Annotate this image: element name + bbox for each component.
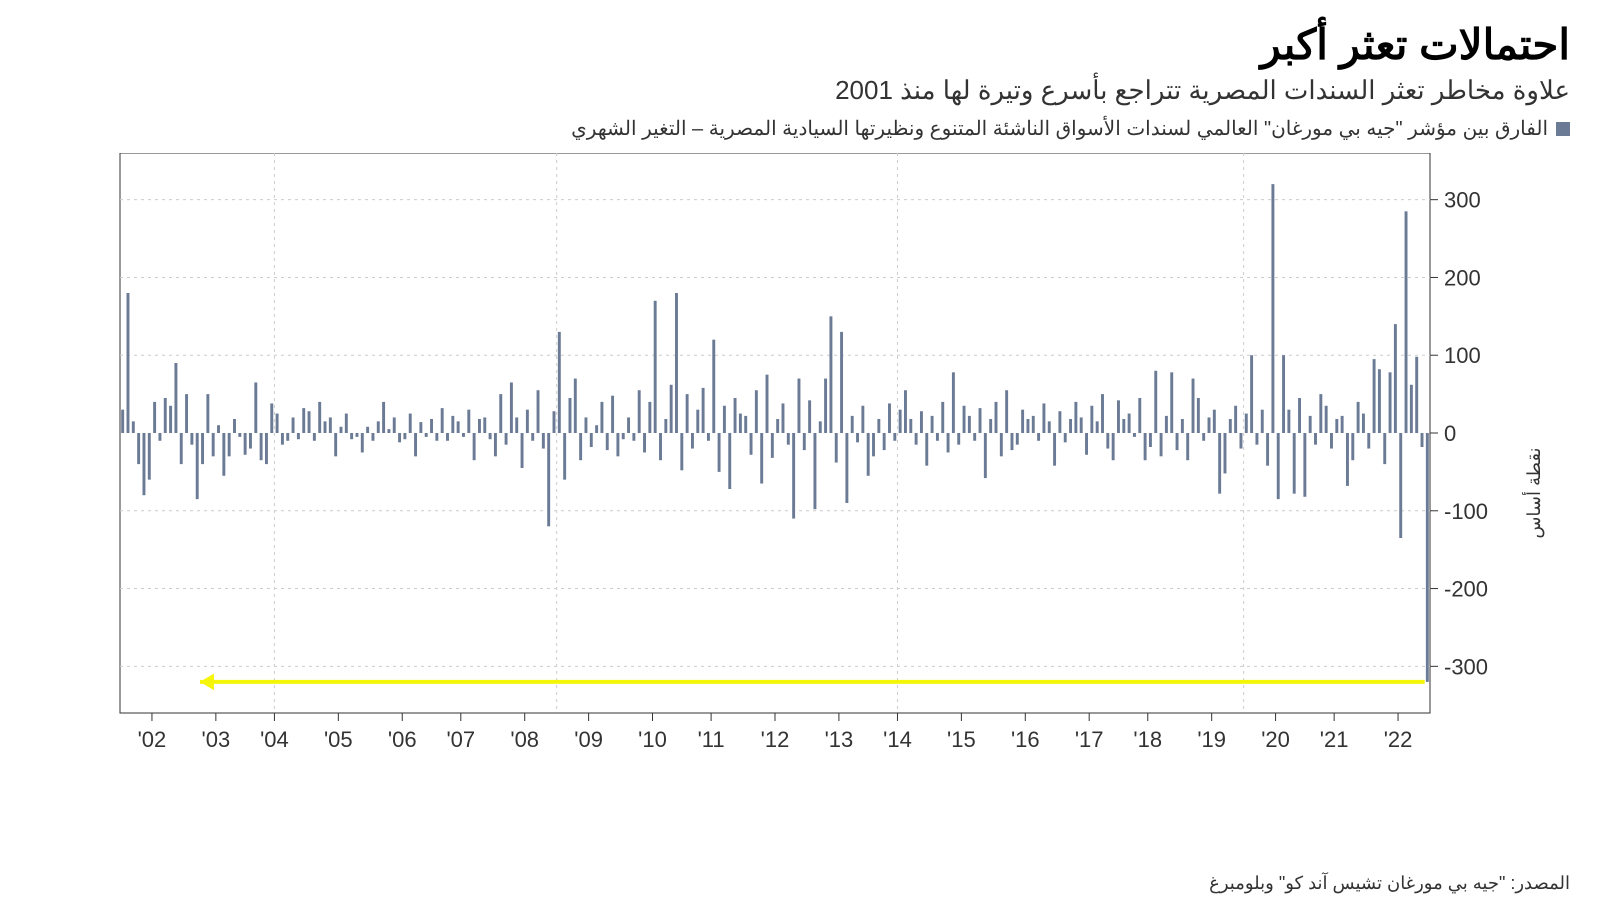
svg-text:'09: '09: [574, 727, 603, 752]
svg-text:'17: '17: [1075, 727, 1104, 752]
svg-text:'21: '21: [1320, 727, 1349, 752]
source-text: المصدر: "جيه بي مورغان تشيس آند كو" وبلو…: [30, 873, 1570, 894]
svg-text:'14: '14: [883, 727, 912, 752]
svg-text:300: 300: [1444, 188, 1481, 213]
svg-text:-300: -300: [1444, 654, 1488, 679]
svg-text:'12: '12: [761, 727, 790, 752]
svg-text:'19: '19: [1197, 727, 1226, 752]
chart-subtitle: علاوة مخاطر تعثر السندات المصرية تتراجع …: [30, 75, 1570, 106]
svg-text:'06: '06: [388, 727, 417, 752]
svg-text:'13: '13: [825, 727, 854, 752]
svg-text:'20: '20: [1261, 727, 1290, 752]
svg-text:'04: '04: [260, 727, 289, 752]
svg-text:'02: '02: [138, 727, 167, 752]
bar-chart: 300 200 100 0 -100 -200 -300 '02 '03 '04 '05 '06 '07…: [100, 153, 1570, 793]
svg-text:-200: -200: [1444, 577, 1488, 602]
svg-text:100: 100: [1444, 343, 1481, 368]
legend-text: الفارق بين مؤشر "جيه بي مورغان" العالمي …: [571, 116, 1548, 141]
svg-text:'08: '08: [510, 727, 539, 752]
svg-text:'16: '16: [1011, 727, 1040, 752]
svg-text:'22: '22: [1384, 727, 1413, 752]
y-axis-label: نقطة أساس: [1524, 447, 1545, 538]
chart-container: 300 200 100 0 -100 -200 -300 '02 '03 '04 '05 '06 '07…: [30, 153, 1570, 833]
svg-text:'10: '10: [638, 727, 667, 752]
legend-row: الفارق بين مؤشر "جيه بي مورغان" العالمي …: [30, 116, 1570, 141]
chart-title: احتمالات تعثر أكبر: [30, 20, 1570, 69]
svg-text:'07: '07: [446, 727, 475, 752]
svg-text:'15: '15: [947, 727, 976, 752]
svg-text:'11: '11: [698, 727, 725, 752]
legend-marker: [1556, 122, 1570, 136]
svg-text:0: 0: [1444, 421, 1456, 446]
svg-text:'18: '18: [1133, 727, 1162, 752]
svg-text:'05: '05: [324, 727, 353, 752]
svg-text:'03: '03: [202, 727, 231, 752]
svg-text:-100: -100: [1444, 499, 1488, 524]
svg-text:200: 200: [1444, 265, 1481, 290]
